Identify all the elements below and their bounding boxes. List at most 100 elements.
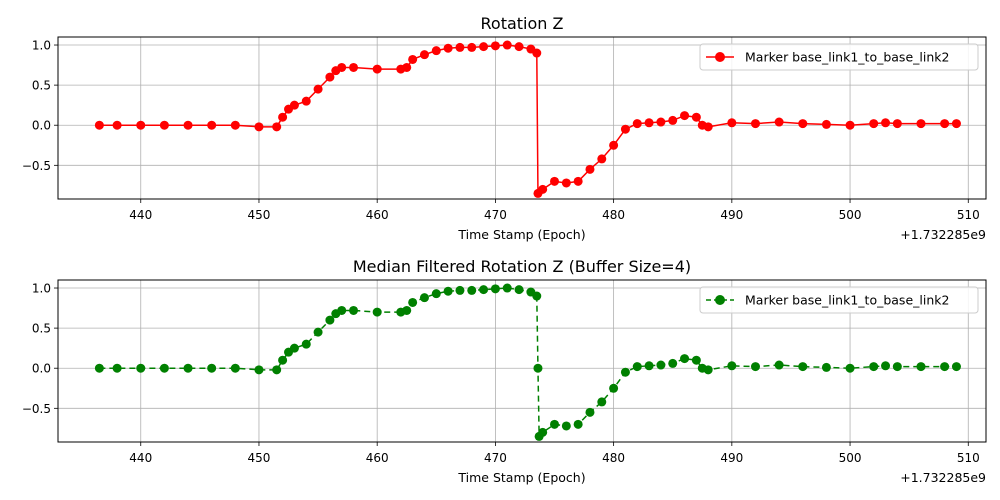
x-tick-label: 440	[129, 451, 152, 465]
data-point	[337, 63, 346, 72]
data-point	[846, 121, 855, 130]
data-point	[562, 178, 571, 187]
data-point	[940, 362, 949, 371]
data-point	[538, 185, 547, 194]
data-point	[751, 119, 760, 128]
x-tick-label: 460	[366, 208, 389, 222]
y-tick-label: 0.0	[32, 362, 51, 376]
data-point	[952, 362, 961, 371]
data-point	[314, 328, 323, 337]
data-point	[254, 122, 263, 131]
x-tick-label: 490	[720, 208, 743, 222]
data-point	[645, 361, 654, 370]
data-point	[444, 287, 453, 296]
legend-label: Marker base_link1_to_base_link2	[745, 50, 949, 65]
legend-marker	[715, 52, 725, 62]
data-point	[532, 49, 541, 58]
data-point	[893, 362, 902, 371]
data-point	[231, 364, 240, 373]
y-tick-label: 1.0	[32, 282, 51, 296]
legend: Marker base_link1_to_base_link2	[700, 287, 978, 313]
data-point	[420, 50, 429, 59]
data-point	[869, 119, 878, 128]
data-point	[432, 289, 441, 298]
legend: Marker base_link1_to_base_link2	[700, 44, 978, 70]
data-point	[272, 122, 281, 131]
data-point	[585, 165, 594, 174]
data-point	[479, 42, 488, 51]
data-point	[278, 356, 287, 365]
x-tick-label: 480	[602, 451, 625, 465]
data-point	[160, 121, 169, 130]
data-point	[952, 119, 961, 128]
data-point	[349, 306, 358, 315]
x-tick-label: 480	[602, 208, 625, 222]
data-point	[633, 362, 642, 371]
data-point	[455, 43, 464, 52]
data-point	[231, 121, 240, 130]
data-point	[798, 119, 807, 128]
data-point	[467, 286, 476, 295]
data-point	[272, 365, 281, 374]
x-tick-label: 470	[484, 451, 507, 465]
data-point	[881, 118, 890, 127]
data-point	[585, 408, 594, 417]
data-point	[278, 113, 287, 122]
data-point	[704, 122, 713, 131]
data-point	[95, 121, 104, 130]
data-point	[314, 85, 323, 94]
data-point	[597, 397, 606, 406]
chart-title: Rotation Z	[481, 14, 564, 33]
data-point	[432, 46, 441, 55]
data-point	[408, 298, 417, 307]
x-tick-label: 510	[957, 208, 980, 222]
data-point	[656, 118, 665, 127]
x-tick-label: 450	[248, 451, 271, 465]
data-point	[136, 364, 145, 373]
y-tick-label: 0.5	[32, 322, 51, 336]
data-point	[373, 308, 382, 317]
data-point	[668, 359, 677, 368]
data-point	[645, 118, 654, 127]
data-point	[302, 97, 311, 106]
x-tick-label: 510	[957, 451, 980, 465]
data-point	[136, 121, 145, 130]
data-point	[402, 63, 411, 72]
data-point	[822, 120, 831, 129]
legend-label: Marker base_link1_to_base_link2	[745, 293, 949, 308]
data-point	[668, 116, 677, 125]
data-point	[704, 365, 713, 374]
x-axis-label: Time Stamp (Epoch)	[457, 470, 585, 485]
data-point	[550, 177, 559, 186]
data-point	[95, 364, 104, 373]
data-point	[822, 363, 831, 372]
data-point	[491, 284, 500, 293]
data-point	[751, 362, 760, 371]
legend-marker	[715, 295, 725, 305]
data-point	[869, 362, 878, 371]
data-point	[656, 361, 665, 370]
data-point	[692, 356, 701, 365]
y-tick-label: 0.0	[32, 119, 51, 133]
data-point	[515, 285, 524, 294]
data-point	[302, 340, 311, 349]
data-point	[633, 119, 642, 128]
y-tick-label: 1.0	[32, 39, 51, 53]
data-point	[290, 344, 299, 353]
data-point	[532, 292, 541, 301]
data-point	[503, 284, 512, 293]
y-tick-label: 0.5	[32, 79, 51, 93]
x-tick-label: 450	[248, 208, 271, 222]
data-point	[940, 119, 949, 128]
data-point	[574, 177, 583, 186]
data-point	[402, 306, 411, 315]
data-point	[113, 364, 122, 373]
data-point	[609, 384, 618, 393]
x-tick-label: 470	[484, 208, 507, 222]
data-point	[455, 286, 464, 295]
data-point	[533, 364, 542, 373]
data-point	[254, 365, 263, 374]
x-tick-label: 500	[839, 451, 862, 465]
data-point	[538, 428, 547, 437]
data-point	[621, 125, 630, 134]
